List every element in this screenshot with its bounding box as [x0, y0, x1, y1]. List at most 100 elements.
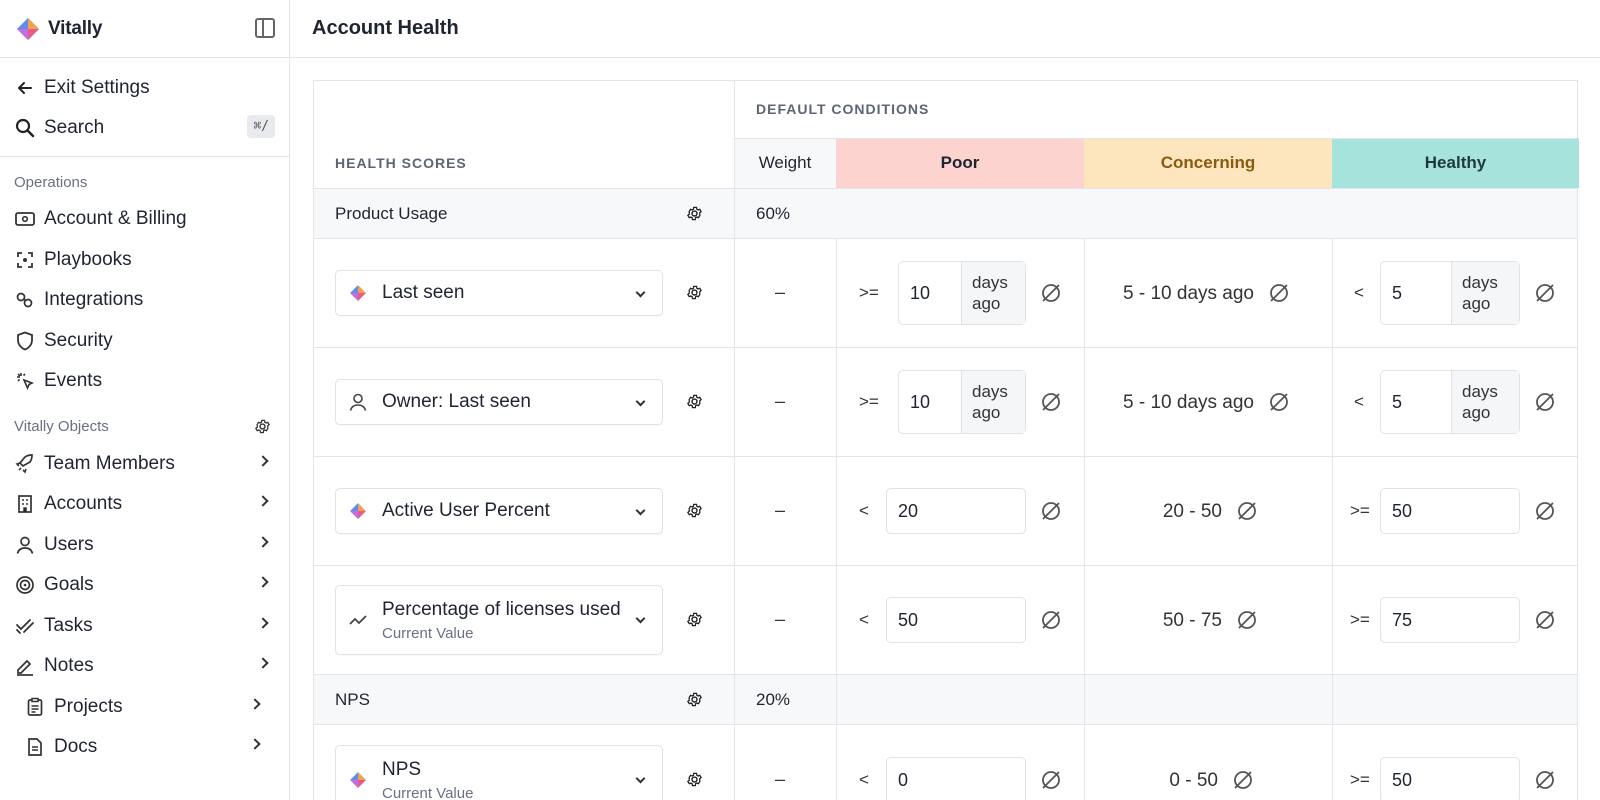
concerning-range: 5 - 10 days ago	[1123, 283, 1254, 304]
gear-icon[interactable]	[686, 502, 703, 524]
checks-icon	[14, 615, 36, 637]
gear-icon[interactable]	[686, 691, 703, 713]
healthy-days-input[interactable]: 5 days ago	[1380, 261, 1520, 325]
metric-select-last-seen[interactable]: Last seen	[335, 270, 663, 316]
null-icon[interactable]	[1534, 609, 1556, 631]
null-icon[interactable]	[1534, 500, 1556, 522]
null-icon[interactable]	[1534, 769, 1556, 791]
chevron-right-icon	[249, 738, 261, 750]
group-name: Product Usage	[335, 204, 448, 223]
healthy-value-input[interactable]: 50	[1380, 488, 1520, 534]
sidebar-item-security[interactable]: Security	[0, 321, 289, 362]
concerning-header-label: Concerning	[1160, 153, 1256, 172]
concerning-range: 5 - 10 days ago	[1123, 392, 1254, 413]
page-title: Account Health	[312, 17, 459, 39]
sidebar-collapse-icon[interactable]	[255, 18, 275, 38]
metric-row-percentage-licenses-used: Percentage of licenses used Current Valu…	[314, 565, 1577, 674]
rocket-icon	[14, 453, 36, 475]
null-icon[interactable]	[1040, 500, 1062, 522]
healthy-value: 50	[1392, 500, 1413, 521]
null-icon[interactable]	[1268, 391, 1290, 413]
poor-days-input[interactable]: 10 days ago	[898, 261, 1026, 325]
healthy-unit: days ago	[1451, 371, 1519, 433]
poor-value-input[interactable]: 0	[886, 757, 1026, 800]
gear-icon[interactable]	[686, 205, 703, 227]
null-icon[interactable]	[1236, 609, 1258, 631]
metric-select-percentage-licenses-used[interactable]: Percentage of licenses used Current Valu…	[335, 585, 663, 655]
poor-column-header: Poor	[836, 138, 1084, 188]
null-icon[interactable]	[1268, 282, 1290, 304]
weight-value: –	[775, 282, 786, 302]
section-title-operations: Operations	[14, 173, 88, 191]
healthy-column-header: Healthy	[1332, 138, 1579, 188]
metric-select-nps[interactable]: NPS Current Value	[335, 745, 663, 800]
null-icon[interactable]	[1040, 609, 1062, 631]
section-title-vitally-objects: Vitally Objects	[0, 410, 289, 444]
metric-select-owner-last-seen[interactable]: Owner: Last seen	[335, 379, 663, 425]
vitally-logo-icon	[348, 770, 368, 790]
sidebar-item-label: Docs	[54, 736, 98, 758]
poor-value-input[interactable]: 50	[886, 597, 1026, 643]
sidebar-item-label: Projects	[54, 695, 123, 717]
user-icon	[14, 534, 36, 556]
group-weight: 20%	[756, 690, 791, 709]
metric-sublabel: Current Value	[382, 784, 474, 800]
sidebar-item-events[interactable]: Events	[0, 361, 289, 402]
sidebar-item-docs[interactable]: Docs	[0, 727, 289, 768]
null-icon[interactable]	[1534, 391, 1556, 413]
gear-icon[interactable]	[254, 418, 271, 439]
sidebar-item-label: Team Members	[44, 452, 175, 474]
shield-icon	[14, 330, 36, 352]
sidebar-item-tasks[interactable]: Tasks	[0, 606, 289, 647]
brand-name: Vitally	[48, 17, 103, 39]
metric-label: Percentage of licenses used	[382, 598, 621, 620]
sidebar-item-label: Notes	[44, 655, 94, 677]
gear-icon[interactable]	[686, 611, 703, 633]
exit-settings-button[interactable]: Exit Settings	[0, 68, 289, 108]
sidebar-item-notes[interactable]: Notes	[0, 646, 289, 687]
operations-list: Account & Billing Playbooks Integrations…	[0, 199, 289, 402]
metric-row-active-user-percent: Active User Percent – < 20 20 - 50 >= 50	[314, 456, 1577, 565]
null-icon[interactable]	[1040, 391, 1062, 413]
concerning-range: 0 - 50	[1169, 770, 1218, 791]
sidebar-item-account-billing[interactable]: Account & Billing	[0, 199, 289, 240]
sidebar-item-goals[interactable]: Goals	[0, 565, 289, 606]
poor-value-input[interactable]: 20	[886, 488, 1026, 534]
search-button[interactable]: Search ⌘/	[0, 108, 289, 148]
null-icon[interactable]	[1232, 769, 1254, 791]
null-icon[interactable]	[1534, 282, 1556, 304]
sidebar-item-playbooks[interactable]: Playbooks	[0, 240, 289, 281]
sidebar-item-accounts[interactable]: Accounts	[0, 484, 289, 525]
integrations-icon	[14, 289, 36, 311]
poor-value: 20	[898, 500, 919, 521]
sidebar-item-projects[interactable]: Projects	[0, 687, 289, 728]
building-icon	[14, 493, 36, 515]
poor-days-input[interactable]: 10 days ago	[898, 370, 1026, 434]
null-icon[interactable]	[1236, 500, 1258, 522]
sidebar-top-actions: Exit Settings Search ⌘/	[0, 58, 289, 157]
healthy-value: 50	[1392, 769, 1413, 790]
healthy-value: 75	[1392, 609, 1413, 630]
healthy-value-input[interactable]: 50	[1380, 757, 1520, 800]
sidebar-item-label: Events	[44, 370, 103, 392]
sidebar-item-integrations[interactable]: Integrations	[0, 280, 289, 321]
gear-icon[interactable]	[686, 771, 703, 793]
null-icon[interactable]	[1040, 282, 1062, 304]
metric-label: NPS	[382, 758, 422, 780]
page-header: Account Health	[290, 0, 1600, 58]
gear-icon[interactable]	[686, 393, 703, 415]
metric-select-active-user-percent[interactable]: Active User Percent	[335, 488, 663, 534]
chevron-right-icon	[249, 697, 261, 710]
healthy-value-input[interactable]: 75	[1380, 597, 1520, 643]
arrow-left-icon	[14, 77, 36, 99]
concerning-range: 20 - 50	[1162, 501, 1222, 522]
sidebar-item-users[interactable]: Users	[0, 525, 289, 566]
chevron-right-icon	[257, 657, 269, 669]
poor-operator: >=	[859, 392, 879, 411]
healthy-days-input[interactable]: 5 days ago	[1380, 370, 1520, 434]
null-icon[interactable]	[1040, 769, 1062, 791]
concerning-column-header: Concerning	[1084, 138, 1332, 188]
doc-icon	[24, 736, 46, 758]
sidebar-item-team-members[interactable]: Team Members	[0, 444, 289, 485]
gear-icon[interactable]	[686, 284, 703, 306]
